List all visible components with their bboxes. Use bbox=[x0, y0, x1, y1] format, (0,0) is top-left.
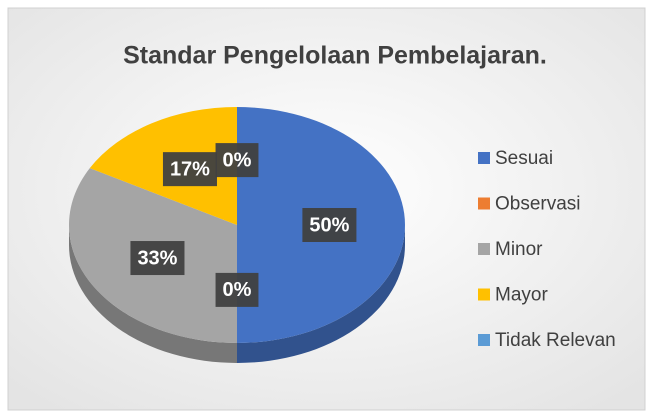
data-label: 33% bbox=[137, 247, 177, 269]
data-label: 17% bbox=[170, 158, 210, 180]
data-label: 0% bbox=[223, 279, 252, 301]
data-label: 50% bbox=[309, 214, 349, 236]
legend-label: Mayor bbox=[495, 285, 548, 306]
chart-title: Standar Pengelolaan Pembelajaran. bbox=[123, 42, 547, 70]
legend-swatch bbox=[478, 152, 490, 164]
data-label-box bbox=[302, 208, 357, 242]
data-label-box bbox=[215, 143, 259, 178]
legend-swatch bbox=[478, 334, 490, 346]
legend: Sesuai Observasi Minor Mayor Tidak Relevan bbox=[478, 148, 616, 351]
legend-label: Observasi bbox=[495, 194, 581, 215]
legend-label: Sesuai bbox=[495, 148, 553, 169]
legend-label: Tidak Relevan bbox=[495, 330, 616, 351]
data-label-box bbox=[215, 272, 259, 307]
data-label: 0% bbox=[223, 149, 252, 171]
legend-swatch bbox=[478, 197, 490, 210]
slice-side bbox=[69, 225, 237, 363]
data-label-box bbox=[162, 152, 217, 187]
data-label-box bbox=[130, 241, 185, 276]
pie bbox=[68, 107, 405, 363]
slice-side bbox=[237, 225, 405, 363]
legend-label: Minor bbox=[495, 239, 543, 260]
legend-swatch bbox=[478, 243, 490, 255]
legend-swatch bbox=[478, 288, 490, 301]
data-labels: 50% 0% 33% 17% 0% bbox=[130, 143, 357, 307]
